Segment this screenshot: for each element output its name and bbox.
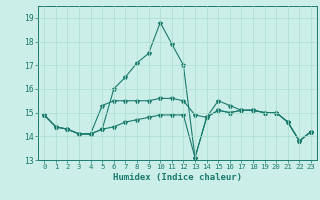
X-axis label: Humidex (Indice chaleur): Humidex (Indice chaleur) (113, 173, 242, 182)
